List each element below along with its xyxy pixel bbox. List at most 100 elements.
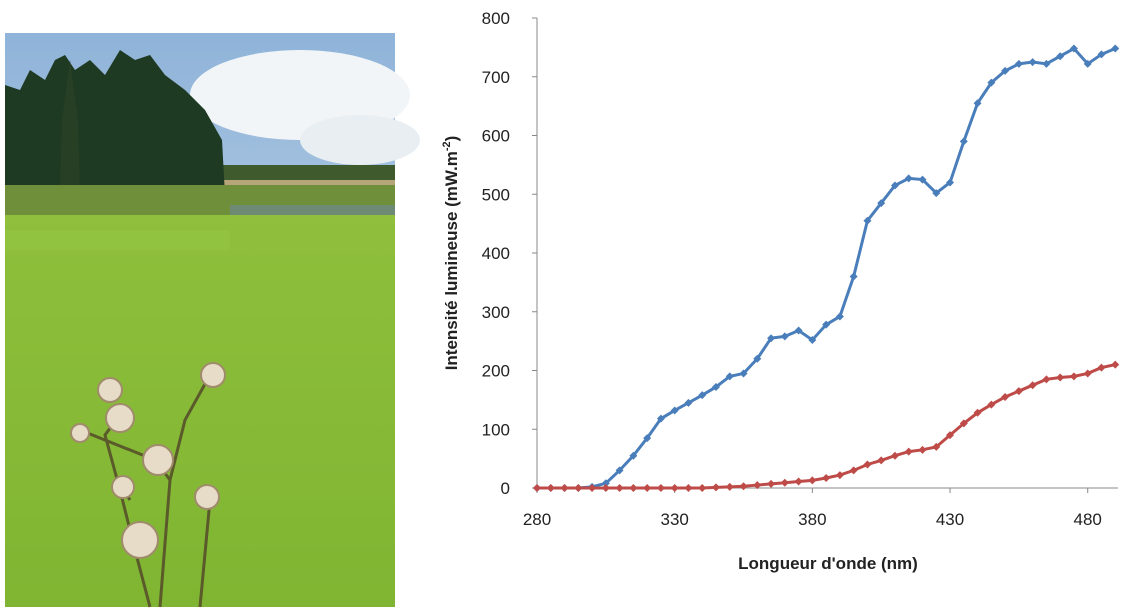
marker: [656, 414, 665, 423]
marker: [629, 484, 638, 492]
marker: [1028, 381, 1037, 390]
marker: [684, 398, 693, 407]
marker: [643, 434, 652, 443]
y-tick-label: 800: [482, 9, 510, 28]
marker: [973, 99, 982, 108]
y-axis-label: Intensité lumineuse (mW.m-2): [441, 136, 461, 371]
marker: [959, 419, 968, 428]
marker: [560, 484, 569, 492]
marker: [808, 335, 817, 344]
marker: [698, 391, 707, 400]
marker: [1056, 373, 1065, 382]
marker: [1014, 387, 1023, 396]
marker: [670, 406, 679, 415]
y-tick-label: 700: [482, 68, 510, 87]
marker: [629, 451, 638, 460]
marker: [643, 484, 652, 492]
marker: [1001, 66, 1010, 75]
marker: [711, 483, 720, 492]
marker: [767, 479, 776, 488]
marker: [711, 382, 720, 391]
marker: [1083, 369, 1092, 378]
marker: [670, 484, 679, 492]
marker: [1069, 44, 1078, 53]
series-line: [537, 363, 1116, 490]
marker: [780, 332, 789, 341]
marker: [1014, 59, 1023, 68]
marker: [794, 326, 803, 335]
marker: [698, 484, 707, 492]
marker: [601, 484, 610, 492]
marker: [1111, 44, 1120, 53]
series-line: [537, 46, 1116, 490]
marker: [1056, 52, 1065, 61]
marker: [780, 478, 789, 487]
y-label-text: Intensité lumineuse (mW.m: [442, 151, 461, 370]
marker: [1042, 375, 1051, 384]
y-label-sup: -2: [441, 141, 453, 151]
marker: [1069, 372, 1078, 381]
marker: [767, 334, 776, 343]
marker: [794, 477, 803, 486]
marker: [546, 484, 555, 492]
x-tick-label: 380: [798, 510, 826, 529]
marker: [725, 372, 734, 381]
marker: [849, 272, 858, 281]
x-tick-label: 430: [936, 510, 964, 529]
marker: [1042, 59, 1051, 68]
y-tick-label: 0: [501, 479, 510, 498]
marker: [959, 137, 968, 146]
x-tick-label: 480: [1074, 510, 1102, 529]
marker: [684, 484, 693, 492]
marker: [615, 484, 624, 492]
marker: [849, 466, 858, 475]
marker: [1083, 59, 1092, 68]
marker: [1097, 363, 1106, 372]
marker: [918, 445, 927, 454]
marker: [601, 479, 610, 488]
marker: [739, 369, 748, 378]
marker: [904, 174, 913, 183]
y-tick-label: 100: [482, 420, 510, 439]
marker: [904, 447, 913, 456]
y-tick-label: 300: [482, 303, 510, 322]
marker: [987, 400, 996, 409]
marker: [753, 354, 762, 363]
marker: [835, 471, 844, 480]
chart: Longueur d'onde (nm) Intensité lumineuse…: [441, 9, 1120, 573]
marker: [753, 481, 762, 490]
marker: [822, 474, 831, 483]
x-tick-label: 280: [523, 510, 551, 529]
marker: [1001, 392, 1010, 401]
marker: [588, 484, 597, 492]
marker: [822, 320, 831, 329]
marker: [656, 484, 665, 492]
y-label-close: ): [442, 136, 461, 142]
marker: [574, 484, 583, 492]
marker: [946, 178, 955, 187]
y-tick-label: 200: [482, 362, 510, 381]
marker: [932, 442, 941, 451]
marker: [1097, 50, 1106, 59]
marker: [725, 482, 734, 491]
y-tick-label: 600: [482, 127, 510, 146]
marker: [987, 78, 996, 87]
marker: [973, 408, 982, 417]
marker: [890, 451, 899, 460]
marker: [877, 456, 886, 465]
marker: [890, 181, 899, 190]
marker: [533, 484, 541, 492]
marker: [615, 466, 624, 475]
photo: [5, 33, 420, 608]
marker: [863, 460, 872, 469]
marker: [932, 189, 941, 198]
marker: [835, 312, 844, 321]
marker: [808, 476, 817, 485]
marker: [1111, 360, 1120, 369]
marker: [1028, 58, 1037, 67]
marker: [946, 431, 955, 440]
y-tick-label: 400: [482, 244, 510, 263]
y-tick-label: 500: [482, 185, 510, 204]
